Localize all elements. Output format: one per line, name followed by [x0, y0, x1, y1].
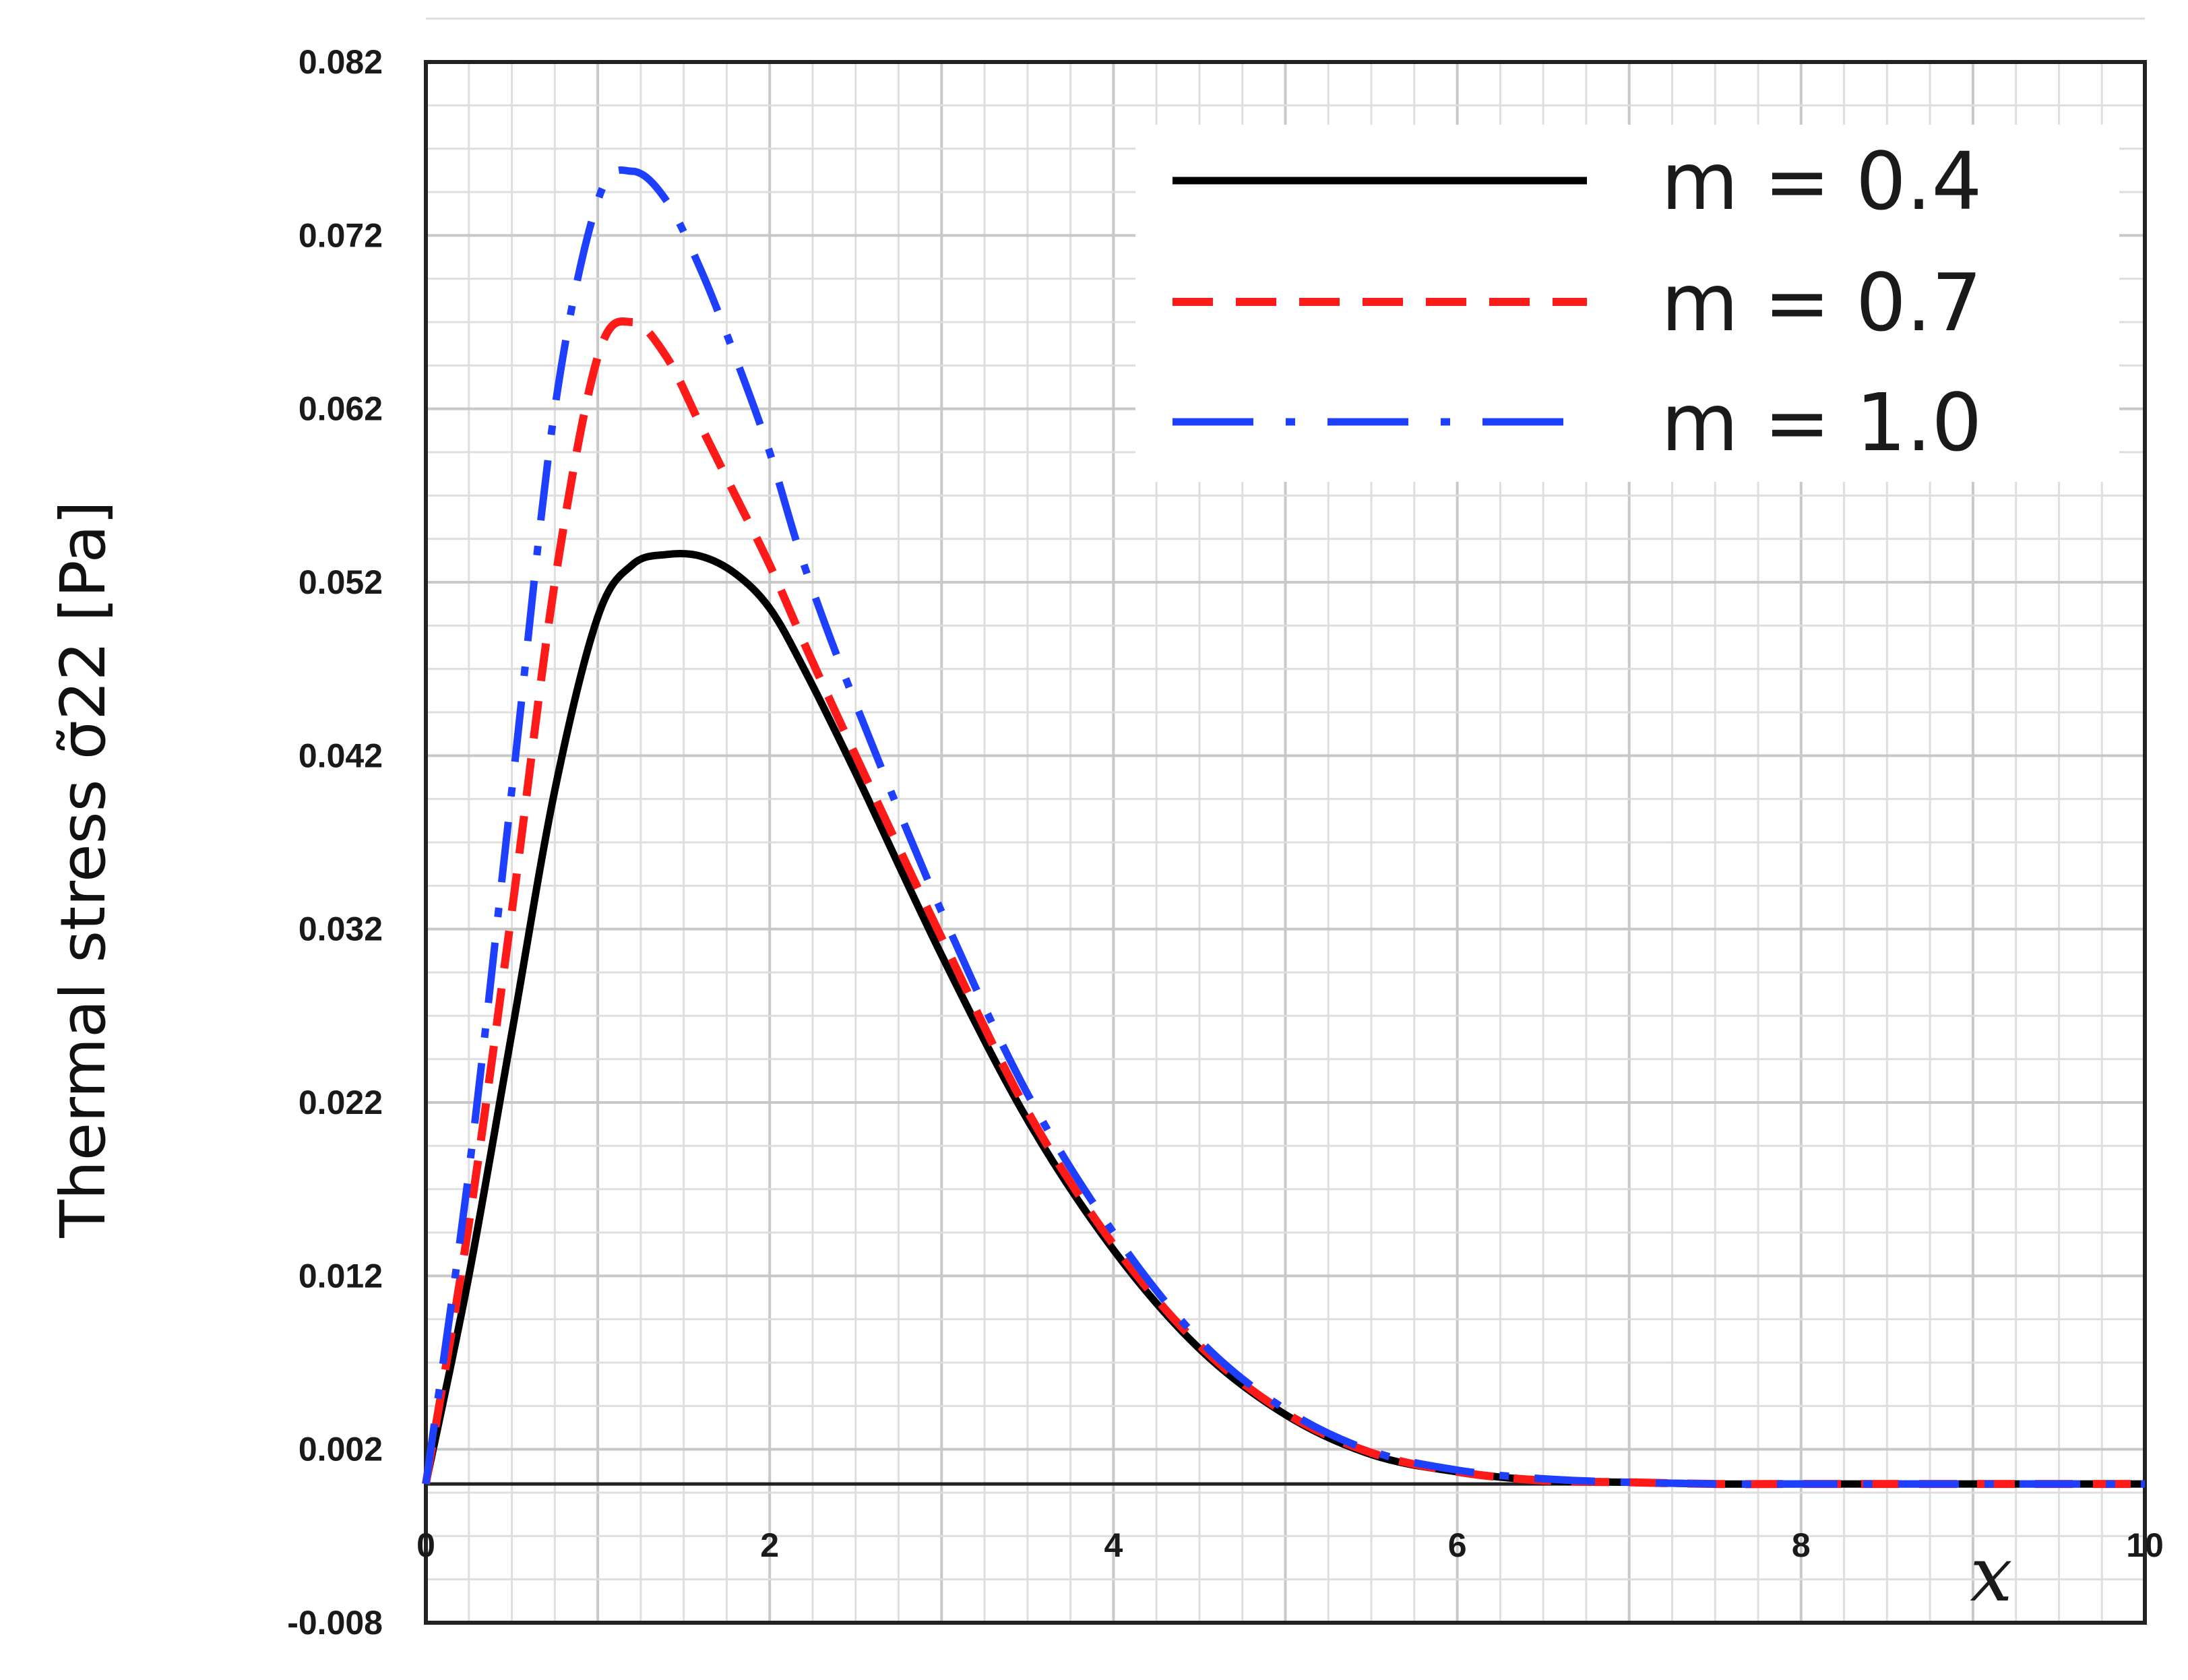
x-tick-label: 8 [1792, 1526, 1811, 1564]
y-tick-label: 0.082 [299, 43, 383, 81]
x-tick-label: 0 [416, 1526, 435, 1564]
plot-border [424, 60, 2147, 1625]
y-tick-label: 0.072 [299, 216, 383, 254]
legend-label-1: m = 0.4 [1661, 135, 1982, 228]
x-tick-label: 2 [760, 1526, 779, 1564]
x-axis-title: x [1970, 1531, 2012, 1619]
y-axis-title: Thermal stress σ̃22 [Pa] [47, 501, 119, 1239]
series-line-3 [422, 166, 2145, 1488]
legend: m = 0.4 m = 0.7 m = 1.0 [1135, 125, 2119, 482]
y-tick-label: 0.002 [299, 1431, 383, 1468]
legend-label-2: m = 0.7 [1661, 256, 1982, 349]
y-tick-label: 0.052 [299, 563, 383, 601]
x-tick-label: 4 [1104, 1526, 1123, 1564]
tick-labels: 0.082 0.072 0.062 0.052 0.042 0.032 0.022 0.012… [287, 43, 2164, 1642]
y-tick-label: 0.012 [299, 1257, 383, 1295]
y-tick-label: -0.008 [287, 1604, 383, 1642]
y-tick-label: 0.042 [299, 737, 383, 774]
x-tick-label: 6 [1448, 1526, 1467, 1564]
legend-label-3: m = 1.0 [1661, 376, 1982, 469]
series-group [422, 166, 2145, 1489]
plot-frame [424, 60, 2147, 1625]
y-tick-label: 0.032 [299, 910, 383, 948]
series-line-2 [422, 317, 2145, 1489]
x-tick-label: 10 [2126, 1526, 2164, 1564]
y-tick-label: 0.022 [299, 1084, 383, 1121]
y-tick-label: 0.062 [299, 390, 383, 428]
